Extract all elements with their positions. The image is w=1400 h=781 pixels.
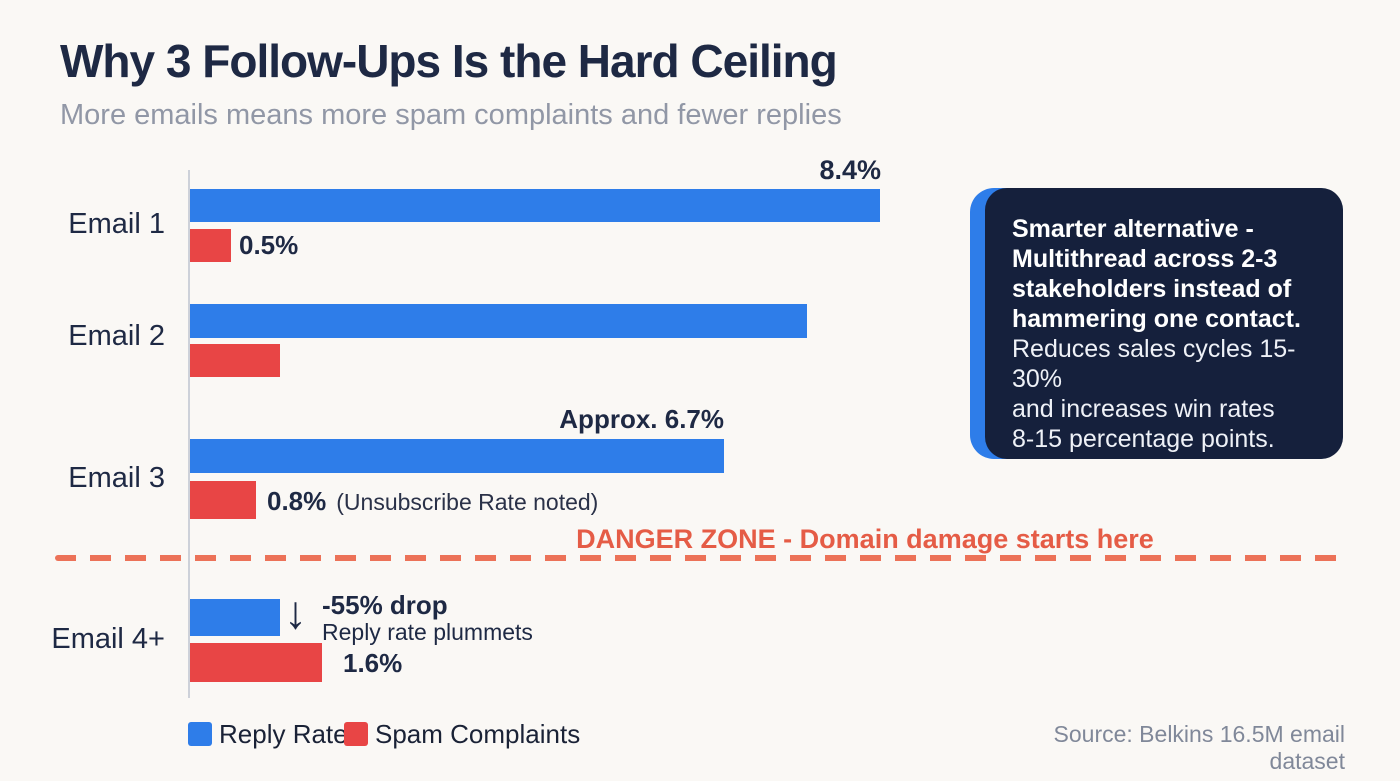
value-label-email3-spam: 0.8% (Unsubscribe Rate noted) [267, 486, 598, 517]
bar-email2-spam-complaints [190, 344, 280, 377]
callout-box-inner: Smarter alternative - Multithread across… [985, 188, 1343, 459]
callout-bold-line: hammering one contact. [1012, 305, 1301, 333]
value-label-email3-spam-note: (Unsubscribe Rate noted) [336, 489, 599, 515]
down-arrow-icon: ↓ [284, 586, 307, 638]
callout-box: Smarter alternative - Multithread across… [970, 188, 1343, 459]
value-label-email3-spam-pct: 0.8% [267, 486, 327, 516]
callout-bold-line: Multithread across 2-3 [1012, 245, 1278, 273]
callout-bold-line: stakeholders instead of [1012, 275, 1292, 303]
annotation-email4-drop: -55% drop [322, 590, 448, 620]
legend-label-spam-complaints: Spam Complaints [375, 719, 581, 749]
bar-email4-spam-complaints [190, 643, 322, 682]
callout-bold-line: Smarter alternative - [1012, 215, 1254, 243]
page-subtitle: More emails means more spam complaints a… [60, 99, 842, 131]
danger-zone-label: DANGER ZONE - Domain damage starts here [576, 524, 1154, 554]
danger-zone-dashed-line [55, 555, 1345, 561]
value-label-email3-reply: Approx. 6.7% [559, 404, 724, 434]
value-label-email4-spam: 1.6% [343, 648, 403, 678]
bar-email2-reply-rate [190, 304, 807, 338]
callout-body-line: and increases win rates [1012, 395, 1275, 423]
callout-body-line: 8-15 percentage points. [1012, 425, 1275, 453]
bar-email1-reply-rate [190, 189, 880, 222]
page-title: Why 3 Follow-Ups Is the Hard Ceiling [60, 35, 838, 87]
legend-swatch-spam-complaints [344, 722, 368, 746]
annotation-email4-drop-note: Reply rate plummets [322, 619, 533, 645]
source-attribution: Source: Belkins 16.5M email dataset [1053, 721, 1345, 774]
legend-label-reply-rate: Reply Rate [219, 719, 348, 749]
y-axis-line [188, 170, 190, 698]
category-label-email-2: Email 2 [68, 320, 165, 352]
category-label-email-4plus: Email 4+ [51, 623, 165, 655]
value-label-email1-reply: 8.4% [819, 155, 881, 185]
category-label-email-1: Email 1 [68, 208, 165, 240]
legend-swatch-reply-rate [188, 722, 212, 746]
bar-email3-reply-rate [190, 439, 724, 473]
value-label-email1-spam: 0.5% [239, 230, 299, 260]
category-label-email-3: Email 3 [68, 462, 165, 494]
bar-email1-spam-complaints [190, 229, 231, 262]
bar-email3-spam-complaints [190, 481, 256, 519]
callout-body-line: Reduces sales cycles 15-30% [1012, 335, 1296, 393]
bar-email4-reply-rate [190, 599, 280, 636]
